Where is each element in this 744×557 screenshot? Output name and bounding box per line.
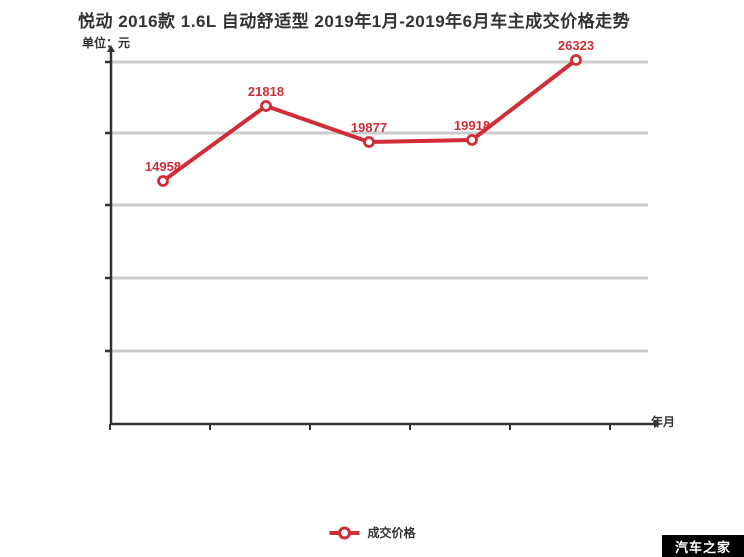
data-point-label: 19877 (351, 120, 387, 135)
data-point (363, 136, 375, 148)
x-axis-label: 年月 (651, 415, 676, 429)
legend: 成交价格 (328, 524, 416, 541)
data-point (157, 175, 169, 187)
y-axis-arrow (107, 45, 115, 52)
data-point-label: 26323 (558, 38, 594, 53)
watermark-text: 汽车之家 (674, 539, 731, 555)
data-point (260, 100, 272, 112)
data-point-label: 21818 (248, 84, 284, 99)
unit-label: 单位：元 (82, 36, 131, 50)
x-axis-arrow (654, 420, 661, 428)
data-point (466, 134, 478, 146)
data-point-label: 14958 (145, 159, 181, 174)
chart-title: 悦动 2016款 1.6L 自动舒适型 2019年1月-2019年6月车主成交价… (78, 12, 631, 31)
data-point-label: 19918 (454, 118, 490, 133)
legend-label: 成交价格 (367, 526, 416, 540)
legend-line-marker-icon (329, 526, 360, 539)
watermark-autohome: 汽车之家 (662, 535, 744, 557)
data-point (570, 54, 582, 66)
